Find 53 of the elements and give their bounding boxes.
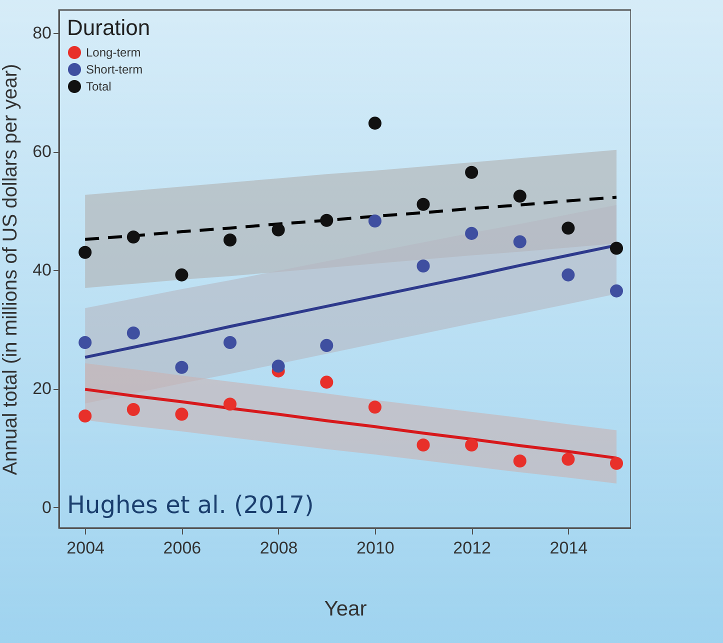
point [416, 198, 430, 211]
x-tick-label: 2008 [260, 538, 298, 558]
x-tick-label: 2014 [550, 538, 588, 558]
point [465, 166, 478, 179]
point [368, 116, 382, 130]
x-tick-label: 2006 [163, 538, 202, 558]
point [78, 409, 92, 422]
y-axis-title: Annual total (in millions of US dollars per year) [0, 64, 22, 476]
point [272, 223, 285, 236]
legend-label: Short-term [86, 62, 143, 76]
x-tick-label: 2010 [356, 538, 394, 558]
point [175, 360, 188, 374]
point [126, 402, 140, 416]
legend-label: Total [86, 80, 112, 94]
x-tick-label: 2012 [453, 538, 491, 558]
point [224, 336, 237, 349]
point [175, 408, 188, 421]
point [224, 398, 237, 411]
y-tick-label: 0 [42, 498, 52, 517]
point [320, 338, 334, 352]
point [126, 230, 140, 244]
point [465, 438, 478, 452]
point [78, 336, 92, 349]
point [416, 438, 430, 452]
point [224, 233, 237, 246]
point [610, 242, 624, 255]
point [513, 454, 526, 468]
point [610, 456, 624, 470]
point [562, 222, 575, 235]
x-tick-label: 2004 [66, 538, 104, 558]
point [78, 246, 92, 259]
point [368, 400, 382, 414]
point [465, 226, 478, 240]
point [513, 235, 526, 248]
point [126, 326, 140, 340]
y-tick-label: 60 [32, 142, 52, 162]
y-tick-label: 80 [32, 24, 52, 43]
legend-title: Duration [67, 15, 150, 40]
annotation: Hughes et al. (2017) [67, 491, 314, 519]
point [320, 214, 334, 227]
point [175, 268, 188, 282]
point [272, 360, 285, 373]
legend-label: Long-term [86, 46, 141, 60]
point [416, 260, 430, 273]
y-tick-label: 40 [32, 260, 52, 280]
point [610, 284, 624, 298]
y-tick-label: 20 [32, 379, 52, 398]
point [513, 190, 526, 203]
point [368, 214, 382, 228]
point [562, 452, 575, 466]
x-axis-title: Year [324, 598, 367, 620]
point [320, 376, 334, 389]
point [562, 268, 575, 282]
